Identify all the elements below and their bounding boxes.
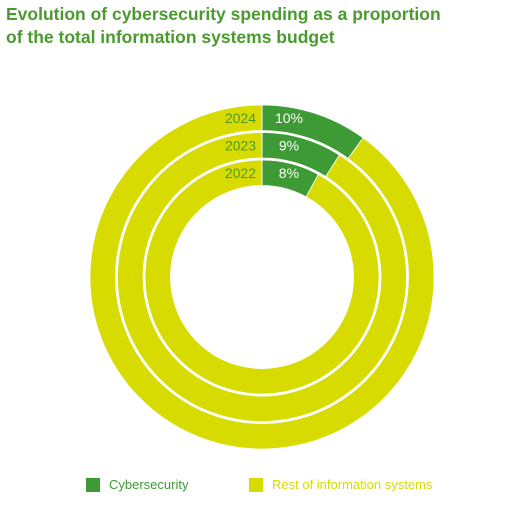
- ring-value-label-2023: 9%: [279, 137, 299, 153]
- chart-title-line-1: Evolution of cybersecurity spending as a…: [6, 4, 441, 24]
- chart-title-line-2: of the total information systems budget: [6, 27, 335, 47]
- legend-swatch-rest-of-information-systems: [249, 477, 263, 492]
- chart-title: Evolution of cybersecurity spending as a…: [6, 3, 516, 49]
- ring-value-label-2024: 10%: [275, 110, 303, 126]
- ring-value-label-2022: 8%: [279, 165, 299, 181]
- legend-swatch-cybersecurity: [86, 477, 100, 492]
- ring-year-label-2022: 2022: [225, 165, 256, 181]
- legend-label-cybersecurity: Cybersecurity: [109, 477, 189, 492]
- legend-label-rest-of-information-systems: Rest of information systems: [272, 477, 433, 492]
- ring-2023-segment-rest: [117, 132, 407, 422]
- legend-item-rest-of-information-systems: Rest of information systems: [249, 477, 432, 492]
- chart-legend: Cybersecurity Rest of information system…: [0, 477, 526, 497]
- ring-year-label-2023: 2023: [225, 137, 256, 153]
- ring-2022-segment-rest: [144, 159, 380, 395]
- ring-year-label-2024: 2024: [225, 110, 256, 126]
- ring-2024-segment-rest: [89, 104, 435, 450]
- legend-item-cybersecurity: Cybersecurity: [86, 477, 188, 492]
